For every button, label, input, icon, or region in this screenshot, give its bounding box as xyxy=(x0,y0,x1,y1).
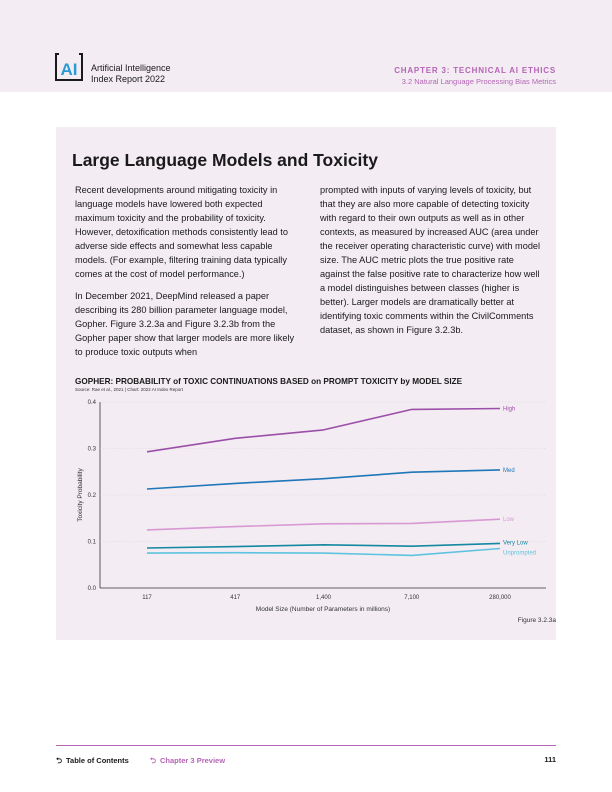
return-arrow-icon: ⮌ xyxy=(56,756,63,765)
content-panel xyxy=(56,127,556,640)
table-of-contents-link[interactable]: ⮌ Table of Contents xyxy=(56,755,129,768)
y-axis-title: Toxicity Probability xyxy=(77,468,84,522)
series-line-very-low xyxy=(146,542,501,549)
page-header: AI Artificial Intelligence Index Report … xyxy=(0,0,612,92)
series-line-unprompted xyxy=(146,547,501,557)
chapter-preview-link[interactable]: ⮌ Chapter 3 Preview xyxy=(150,755,225,768)
series-label: Very Low xyxy=(503,540,528,546)
svg-text:AI: AI xyxy=(61,60,78,79)
return-arrow-icon: ⮌ xyxy=(150,756,157,765)
series-label: Low xyxy=(503,517,515,523)
series-label: High xyxy=(503,407,515,413)
series-line-low xyxy=(146,518,501,531)
chapter-heading: CHAPTER 3: TECHNICAL AI ETHICS 3.2 Natur… xyxy=(394,66,556,86)
report-brand: Artificial Intelligence Index Report 202… xyxy=(91,63,171,84)
page-title: Large Language Models and Toxicity xyxy=(72,150,378,170)
chapter-title: CHAPTER 3: TECHNICAL AI ETHICS xyxy=(394,66,556,75)
x-tick-label: 117 xyxy=(142,595,152,601)
x-tick-label: 1,400 xyxy=(316,595,332,601)
series-line-med xyxy=(146,469,501,490)
page-number: 111 xyxy=(544,755,556,764)
text-column-right: prompted with inputs of varying levels o… xyxy=(320,183,541,345)
paragraph: Recent developments around mitigating to… xyxy=(75,185,288,279)
paragraph: In December 2021, DeepMind released a pa… xyxy=(75,291,295,357)
y-tick-label: 0.1 xyxy=(88,540,97,546)
series-label: Med xyxy=(503,468,515,474)
section-title: 3.2 Natural Language Processing Bias Met… xyxy=(401,77,556,86)
toxicity-line-chart: 0.0 0.1 0.2 0.3 0.4 117 417 1,400 7,100 280,000 Mo… xyxy=(77,400,546,613)
x-tick-label: 417 xyxy=(230,595,241,601)
series-label: Unprompted xyxy=(503,550,536,556)
y-tick-label: 0.4 xyxy=(88,400,97,406)
figure-label: Figure 3.2.3a xyxy=(517,617,556,624)
text-column-left: Recent developments around mitigating to… xyxy=(75,183,296,367)
series-line-high xyxy=(146,407,501,453)
ai-index-logo: AI xyxy=(55,53,83,81)
chart-title: GOPHER: PROBABILITY of TOXIC CONTINUATIO… xyxy=(75,377,463,386)
chart-source: Source: Rae et al., 2021 | Chart: 2022 A… xyxy=(75,387,183,392)
x-axis-title: Model Size (Number of Parameters in mill… xyxy=(256,606,390,613)
footer-divider xyxy=(56,745,556,746)
y-tick-label: 0.3 xyxy=(88,447,97,453)
y-tick-label: 0.0 xyxy=(88,586,97,592)
paragraph: prompted with inputs of varying levels o… xyxy=(320,185,541,335)
x-tick-label: 280,000 xyxy=(489,595,511,601)
x-tick-label: 7,100 xyxy=(404,595,420,601)
y-tick-label: 0.2 xyxy=(88,493,97,499)
